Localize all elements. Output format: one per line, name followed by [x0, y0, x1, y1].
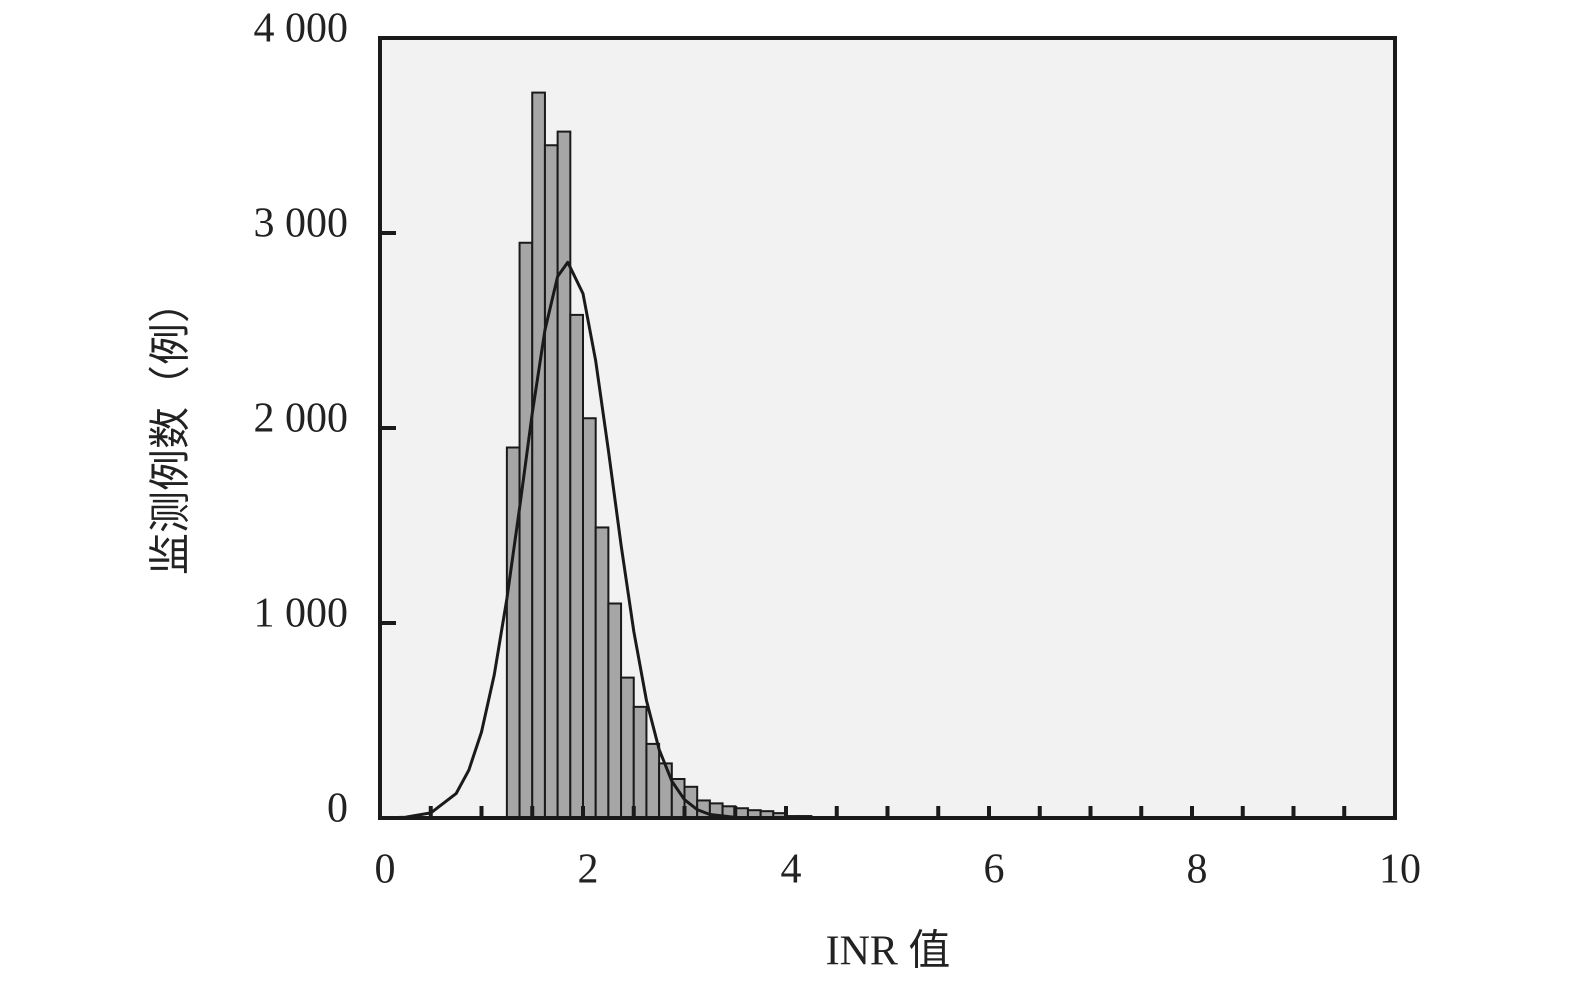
y-tick-label: 1 000 [254, 591, 349, 637]
bar [582, 417, 597, 819]
y-tick-label: 4 000 [254, 6, 349, 52]
x-tick-label: 4 [781, 847, 802, 893]
bar [658, 762, 673, 820]
x-axis-label: INR 值 [826, 929, 951, 975]
y-tick-label: 0 [327, 786, 348, 832]
bar [569, 313, 584, 819]
bar [531, 91, 546, 820]
x-tick-label: 0 [375, 847, 396, 893]
fit-curve [379, 260, 786, 820]
bar [505, 446, 521, 819]
bar [632, 705, 648, 819]
y-tick-label: 3 000 [254, 201, 349, 247]
bar [543, 144, 559, 819]
bar [556, 130, 572, 820]
bar [607, 602, 623, 819]
bar [594, 526, 610, 819]
x-tick-label: 2 [578, 847, 599, 893]
bar [620, 676, 635, 819]
bar [645, 742, 661, 820]
x-tick-label: 6 [984, 847, 1005, 893]
bar [518, 241, 534, 819]
y-tick-label: 2 000 [254, 396, 349, 442]
marks [379, 91, 813, 820]
x-tick-label: 8 [1187, 847, 1208, 893]
x-tick-label: 10 [1379, 847, 1421, 893]
y-axis-label: 监测例数（例） [149, 281, 195, 575]
